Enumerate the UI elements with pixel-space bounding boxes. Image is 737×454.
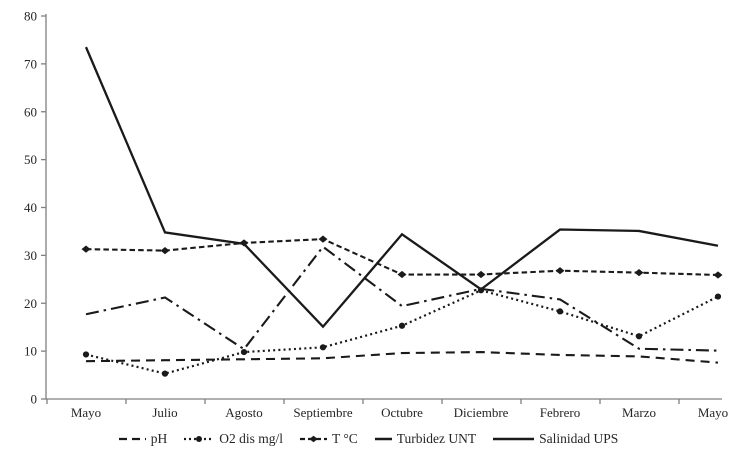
y-axis-tick-label: 10 bbox=[24, 344, 37, 359]
x-axis-category-label: Marzo bbox=[622, 405, 656, 420]
data-point-marker bbox=[476, 270, 486, 279]
x-axis-category-label: Septiembre bbox=[293, 405, 352, 420]
legend-label: Turbidez UNT bbox=[396, 431, 477, 446]
data-point-marker bbox=[82, 351, 90, 358]
x-axis-category-label: Febrero bbox=[540, 405, 580, 420]
y-axis-tick-label: 20 bbox=[24, 296, 37, 311]
y-axis-tick-label: 80 bbox=[24, 9, 37, 24]
y-axis-tick-label: 30 bbox=[24, 248, 37, 263]
data-point-marker bbox=[634, 269, 644, 277]
legend-item-o2-dis-mg-l: O2 dis mg/l bbox=[184, 431, 283, 447]
y-axis-tick-label: 40 bbox=[24, 200, 37, 215]
x-axis-category-label: Octubre bbox=[381, 405, 423, 420]
data-point-marker bbox=[635, 333, 643, 340]
legend-item-ph: pH bbox=[118, 431, 168, 447]
data-point-marker bbox=[556, 308, 564, 315]
legend-line-sample-icon bbox=[299, 435, 327, 443]
y-axis-tick-label: 70 bbox=[24, 56, 37, 71]
series-line-turbidez-unt bbox=[85, 245, 719, 352]
data-point-marker bbox=[398, 322, 406, 329]
legend-label: pH bbox=[150, 431, 168, 446]
data-point-marker bbox=[713, 271, 723, 279]
data-point-marker bbox=[81, 245, 91, 253]
legend-label: Salinidad UPS bbox=[539, 431, 619, 446]
legend-line-sample-icon bbox=[374, 437, 392, 441]
data-point-marker bbox=[555, 267, 565, 275]
data-point-marker bbox=[319, 344, 327, 351]
series-line-salinidad-ups bbox=[84, 46, 719, 329]
legend-label: T °C bbox=[331, 431, 358, 446]
legend-item-salinidad-ups: Salinidad UPS bbox=[493, 431, 618, 447]
data-point-marker bbox=[714, 293, 722, 300]
x-axis-category-label: Diciembre bbox=[454, 405, 509, 420]
x-axis-category-label: Mayo bbox=[71, 405, 101, 420]
data-point-marker bbox=[240, 348, 248, 356]
legend-label: O2 dis mg/l bbox=[219, 431, 283, 446]
y-axis-tick-label: 60 bbox=[24, 104, 37, 119]
y-axis-tick-label: 0 bbox=[31, 392, 38, 407]
data-point-marker bbox=[318, 235, 328, 243]
x-axis-category-label: Agosto bbox=[225, 405, 263, 420]
series-line-t-c bbox=[85, 238, 719, 277]
y-axis-tick-label: 50 bbox=[24, 152, 37, 167]
legend-line-sample-icon bbox=[184, 436, 215, 442]
legend-item-turbidez-unt: Turbidez UNT bbox=[374, 431, 477, 447]
legend-item-t-c: T °C bbox=[299, 431, 358, 447]
legend-line-sample-icon bbox=[493, 437, 535, 441]
x-axis-category-label: Mayo bbox=[698, 405, 728, 420]
chart-legend: pH O2 dis mg/l T °C Turbidez UNT Salinidad U… bbox=[0, 428, 737, 450]
legend-line-sample-icon bbox=[118, 437, 146, 441]
data-point-marker bbox=[397, 270, 407, 279]
x-axis-category-label: Julio bbox=[152, 405, 177, 420]
data-point-marker bbox=[161, 370, 169, 377]
series-line-o2-dis-mg-l bbox=[85, 289, 719, 375]
line-chart-svg: 0 10 20 30 40 50 60 70 80 Mayo Julio Agosto Septiemb… bbox=[24, 9, 728, 421]
series-line-ph bbox=[85, 351, 719, 364]
data-point-marker bbox=[160, 246, 170, 255]
